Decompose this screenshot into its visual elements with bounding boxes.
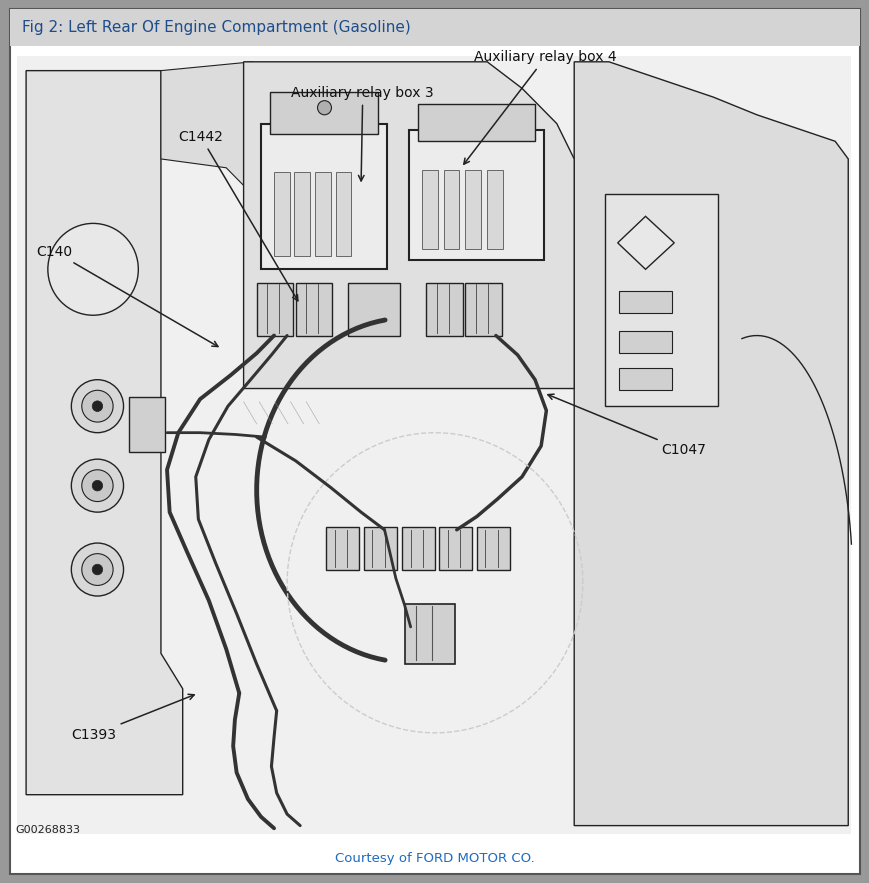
Circle shape (317, 101, 331, 115)
Polygon shape (26, 71, 182, 795)
Bar (465, 170, 481, 249)
Bar (426, 283, 462, 336)
Circle shape (71, 543, 123, 596)
Circle shape (48, 223, 138, 315)
Text: Fig 2: Left Rear Of Engine Compartment (Gasoline): Fig 2: Left Rear Of Engine Compartment (… (22, 20, 410, 34)
Text: C1047: C1047 (547, 394, 706, 457)
Bar (269, 92, 378, 134)
Bar (326, 527, 359, 570)
Polygon shape (161, 62, 252, 212)
Text: Auxiliary relay box 3: Auxiliary relay box 3 (291, 86, 434, 181)
Bar (404, 604, 454, 664)
Polygon shape (243, 62, 574, 389)
Bar (619, 291, 671, 313)
Bar (10, 9, 859, 46)
Circle shape (92, 564, 103, 575)
Bar (604, 194, 717, 406)
Bar (476, 527, 509, 570)
Circle shape (82, 390, 113, 422)
Circle shape (82, 470, 113, 502)
Polygon shape (617, 216, 673, 269)
Bar (129, 397, 165, 452)
Bar (348, 283, 400, 336)
Bar (417, 104, 534, 141)
Bar (421, 170, 437, 249)
Bar (294, 172, 309, 256)
Bar (439, 527, 472, 570)
Bar (274, 172, 289, 256)
Text: C1393: C1393 (71, 694, 194, 742)
Bar (465, 283, 501, 336)
Bar (619, 331, 671, 353)
Bar (619, 368, 671, 390)
Bar (401, 527, 434, 570)
Text: Auxiliary relay box 4: Auxiliary relay box 4 (463, 50, 616, 164)
Bar (408, 130, 543, 260)
Circle shape (82, 554, 113, 585)
Text: C1442: C1442 (178, 130, 297, 301)
Bar (487, 170, 502, 249)
Text: G00268833: G00268833 (16, 825, 81, 835)
Bar (17, 56, 850, 834)
Polygon shape (574, 62, 847, 826)
Circle shape (92, 480, 103, 491)
Bar (261, 124, 387, 269)
Bar (443, 170, 459, 249)
Circle shape (92, 401, 103, 411)
Circle shape (71, 459, 123, 512)
Bar (363, 527, 396, 570)
Bar (295, 283, 332, 336)
Bar (256, 283, 293, 336)
Text: Courtesy of FORD MOTOR CO.: Courtesy of FORD MOTOR CO. (335, 852, 534, 864)
Circle shape (71, 380, 123, 433)
Text: C140: C140 (36, 245, 218, 346)
Bar (335, 172, 351, 256)
Bar (315, 172, 330, 256)
